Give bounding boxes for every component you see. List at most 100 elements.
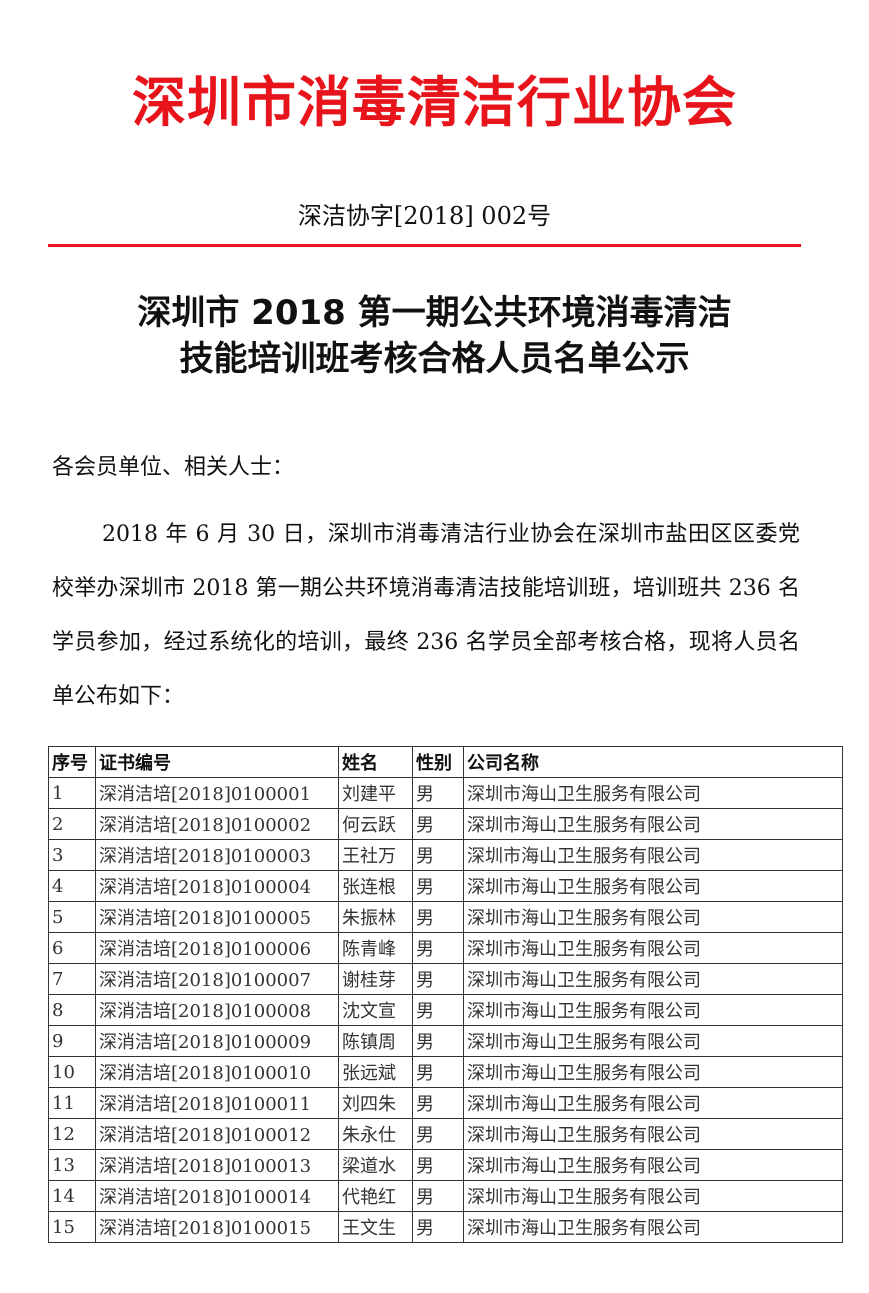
cell-certificate: 深消洁培[2018]0100014 xyxy=(95,1180,339,1212)
cell-gender: 男 xyxy=(412,1056,464,1088)
cell-gender: 男 xyxy=(412,777,464,809)
cell-certificate: 深消洁培[2018]0100010 xyxy=(95,1056,339,1088)
table-header-row: 序号 证书编号 姓名 性别 公司名称 xyxy=(48,746,843,778)
table-row: 8 深消洁培[2018]0100008 沈文宣男深圳市海山卫生服务有限公司 xyxy=(48,994,843,1026)
table-row: 11 深消洁培[2018]0100011 刘四朱男深圳市海山卫生服务有限公司 xyxy=(48,1087,843,1119)
cell-company: 深圳市海山卫生服务有限公司 xyxy=(463,777,843,809)
cell-gender: 男 xyxy=(412,932,464,964)
cell-index: 1 xyxy=(48,777,96,809)
cell-company: 深圳市海山卫生服务有限公司 xyxy=(463,963,843,995)
body-paragraph: 2018 年 6 月 30 日，深圳市消毒清洁行业协会在深圳市盐田区区委党校举办… xyxy=(52,522,800,709)
cell-index: 11 xyxy=(48,1087,96,1119)
document-title: 深圳市 2018 第一期公共环境消毒清洁 技能培训班考核合格人员名单公示 xyxy=(0,290,869,382)
table-row: 12 深消洁培[2018]0100012 朱永仕男深圳市海山卫生服务有限公司 xyxy=(48,1118,843,1150)
header-company: 公司名称 xyxy=(463,746,843,778)
cell-certificate: 深消洁培[2018]0100015 xyxy=(95,1211,339,1243)
cell-certificate: 深消洁培[2018]0100009 xyxy=(95,1025,339,1057)
cell-name: 沈文宣 xyxy=(338,994,413,1026)
table-row: 10 深消洁培[2018]0100010 张远斌男深圳市海山卫生服务有限公司 xyxy=(48,1056,843,1088)
title-line-1: 深圳市 2018 第一期公共环境消毒清洁 xyxy=(137,293,732,333)
table-row: 6 深消洁培[2018]0100006 陈青峰男深圳市海山卫生服务有限公司 xyxy=(48,932,843,964)
cell-index: 2 xyxy=(48,808,96,840)
cell-company: 深圳市海山卫生服务有限公司 xyxy=(463,1180,843,1212)
header-certificate: 证书编号 xyxy=(95,746,339,778)
table-row: 3 深消洁培[2018]0100003 王社万男深圳市海山卫生服务有限公司 xyxy=(48,839,843,871)
cell-gender: 男 xyxy=(412,994,464,1026)
cell-gender: 男 xyxy=(412,901,464,933)
cell-company: 深圳市海山卫生服务有限公司 xyxy=(463,1118,843,1150)
table-row: 9 深消洁培[2018]0100009 陈镇周男深圳市海山卫生服务有限公司 xyxy=(48,1025,843,1057)
cell-company: 深圳市海山卫生服务有限公司 xyxy=(463,839,843,871)
table-row: 4 深消洁培[2018]0100004 张连根男深圳市海山卫生服务有限公司 xyxy=(48,870,843,902)
header-name: 姓名 xyxy=(338,746,413,778)
cell-name: 谢桂芽 xyxy=(338,963,413,995)
cell-certificate: 深消洁培[2018]0100013 xyxy=(95,1149,339,1181)
header-gender: 性别 xyxy=(412,746,464,778)
cell-name: 何云跃 xyxy=(338,808,413,840)
cell-company: 深圳市海山卫生服务有限公司 xyxy=(463,870,843,902)
cell-certificate: 深消洁培[2018]0100008 xyxy=(95,994,339,1026)
cell-company: 深圳市海山卫生服务有限公司 xyxy=(463,1149,843,1181)
cell-name: 朱永仕 xyxy=(338,1118,413,1150)
cell-gender: 男 xyxy=(412,1025,464,1057)
cell-name: 张远斌 xyxy=(338,1056,413,1088)
table-row: 14 深消洁培[2018]0100014 代艳红男深圳市海山卫生服务有限公司 xyxy=(48,1180,843,1212)
cell-index: 8 xyxy=(48,994,96,1026)
cell-name: 刘四朱 xyxy=(338,1087,413,1119)
cell-index: 9 xyxy=(48,1025,96,1057)
cell-certificate: 深消洁培[2018]0100011 xyxy=(95,1087,339,1119)
cell-name: 梁道水 xyxy=(338,1149,413,1181)
salutation: 各会员单位、相关人士： xyxy=(52,455,295,480)
cell-gender: 男 xyxy=(412,1180,464,1212)
cell-index: 13 xyxy=(48,1149,96,1181)
title-line-2: 技能培训班考核合格人员名单公示 xyxy=(179,339,690,379)
letterhead-divider xyxy=(48,244,801,247)
personnel-table: 序号 证书编号 姓名 性别 公司名称 1 深消洁培[2018]0100001 刘建平… xyxy=(48,746,843,1243)
cell-name: 代艳红 xyxy=(338,1180,413,1212)
cell-name: 陈镇周 xyxy=(338,1025,413,1057)
cell-certificate: 深消洁培[2018]0100007 xyxy=(95,963,339,995)
cell-name: 王文生 xyxy=(338,1211,413,1243)
cell-name: 刘建平 xyxy=(338,777,413,809)
cell-certificate: 深消洁培[2018]0100003 xyxy=(95,839,339,871)
header-index: 序号 xyxy=(48,746,96,778)
cell-certificate: 深消洁培[2018]0100001 xyxy=(95,777,339,809)
cell-index: 4 xyxy=(48,870,96,902)
cell-company: 深圳市海山卫生服务有限公司 xyxy=(463,808,843,840)
cell-company: 深圳市海山卫生服务有限公司 xyxy=(463,994,843,1026)
cell-certificate: 深消洁培[2018]0100004 xyxy=(95,870,339,902)
table-row: 2 深消洁培[2018]0100002 何云跃男深圳市海山卫生服务有限公司 xyxy=(48,808,843,840)
cell-name: 张连根 xyxy=(338,870,413,902)
cell-name: 陈青峰 xyxy=(338,932,413,964)
organization-letterhead: 深圳市消毒清洁行业协会 xyxy=(132,71,737,134)
table-row: 15 深消洁培[2018]0100015 王文生男深圳市海山卫生服务有限公司 xyxy=(48,1211,843,1243)
cell-gender: 男 xyxy=(412,808,464,840)
cell-index: 5 xyxy=(48,901,96,933)
cell-certificate: 深消洁培[2018]0100006 xyxy=(95,932,339,964)
cell-certificate: 深消洁培[2018]0100005 xyxy=(95,901,339,933)
cell-index: 7 xyxy=(48,963,96,995)
cell-gender: 男 xyxy=(412,1211,464,1243)
cell-index: 12 xyxy=(48,1118,96,1150)
cell-name: 王社万 xyxy=(338,839,413,871)
cell-company: 深圳市海山卫生服务有限公司 xyxy=(463,1056,843,1088)
table-row: 1 深消洁培[2018]0100001 刘建平男深圳市海山卫生服务有限公司 xyxy=(48,777,843,809)
cell-company: 深圳市海山卫生服务有限公司 xyxy=(463,932,843,964)
cell-gender: 男 xyxy=(412,1087,464,1119)
cell-gender: 男 xyxy=(412,839,464,871)
document-number: 深洁协字[2018] 002号 xyxy=(297,202,552,230)
table-row: 5 深消洁培[2018]0100005 朱振林男深圳市海山卫生服务有限公司 xyxy=(48,901,843,933)
cell-company: 深圳市海山卫生服务有限公司 xyxy=(463,1025,843,1057)
cell-company: 深圳市海山卫生服务有限公司 xyxy=(463,1087,843,1119)
cell-gender: 男 xyxy=(412,963,464,995)
cell-index: 15 xyxy=(48,1211,96,1243)
cell-company: 深圳市海山卫生服务有限公司 xyxy=(463,1211,843,1243)
cell-name: 朱振林 xyxy=(338,901,413,933)
cell-index: 6 xyxy=(48,932,96,964)
table-row: 7 深消洁培[2018]0100007 谢桂芽男深圳市海山卫生服务有限公司 xyxy=(48,963,843,995)
cell-index: 14 xyxy=(48,1180,96,1212)
cell-index: 10 xyxy=(48,1056,96,1088)
cell-company: 深圳市海山卫生服务有限公司 xyxy=(463,901,843,933)
cell-index: 3 xyxy=(48,839,96,871)
cell-gender: 男 xyxy=(412,1118,464,1150)
